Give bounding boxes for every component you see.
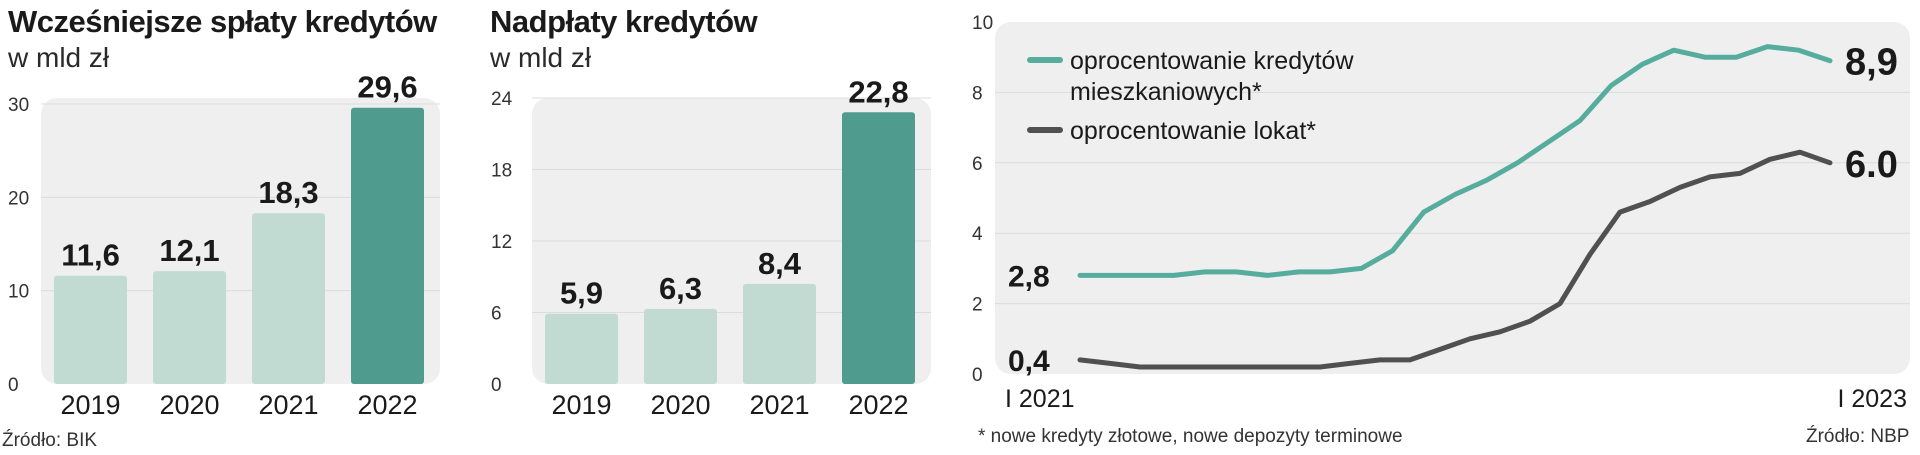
chart1-title: Wcześniejsze spłaty kredytów xyxy=(8,4,437,39)
bar xyxy=(743,283,816,384)
bar xyxy=(842,112,915,385)
bar-value-label: 6,3 xyxy=(659,271,702,306)
y-tick-label: 20 xyxy=(8,188,29,209)
bar xyxy=(545,313,618,384)
y-tick-label: 2 xyxy=(972,295,983,316)
bar xyxy=(351,107,424,384)
y-tick-label: 18 xyxy=(491,161,512,182)
series-start-label: 2,8 xyxy=(1008,260,1050,293)
plot-background xyxy=(41,98,440,384)
x-tick-label: 2021 xyxy=(749,390,809,420)
bar-value-label: 11,6 xyxy=(61,238,120,273)
x-tick-label: 2022 xyxy=(357,390,417,420)
y-tick-label: 12 xyxy=(491,232,512,253)
chart2-title: Nadpłaty kredytów xyxy=(490,4,758,39)
x-tick-label: I 2021 xyxy=(1005,385,1075,413)
legend-label: oprocentowanie kredytów xyxy=(1070,47,1354,75)
bar-chart-early-repayments: 0 10 20 30 11,6 2019 12,1 2020 18,3 2021 29,6 2022 xyxy=(8,70,440,420)
bar-value-label: 8,4 xyxy=(758,246,802,281)
chart3-source: Źródło: NBP xyxy=(1806,426,1910,447)
y-tick-label: 0 xyxy=(491,375,502,396)
chart1-source: Źródło: BIK xyxy=(2,430,98,451)
x-tick-label: 2019 xyxy=(60,390,120,420)
bar-value-label: 12,1 xyxy=(159,233,219,268)
bar xyxy=(153,271,226,384)
x-tick-label: I 2023 xyxy=(1837,385,1907,413)
x-tick-label: 2020 xyxy=(650,390,710,420)
legend-label: oprocentowanie lokat* xyxy=(1070,117,1316,145)
bar xyxy=(252,213,325,384)
bar-value-label: 5,9 xyxy=(560,276,603,311)
x-tick-label: 2020 xyxy=(159,390,219,420)
y-tick-label: 10 xyxy=(8,282,29,303)
chart2-subtitle: w mld zł xyxy=(490,42,592,73)
line-chart-interest-rates: 0 2 4 6 8 10 2,8 8,9 0,4 6.0 oprocentowanie kredyt… xyxy=(972,13,1910,413)
series-line xyxy=(1077,149,1833,370)
series-end-label: 8,9 xyxy=(1845,42,1898,84)
legend-label: mieszkaniowych* xyxy=(1070,78,1262,106)
y-tick-label: 24 xyxy=(491,89,513,110)
bar-value-label: 22,8 xyxy=(848,74,908,109)
bar-value-label: 18,3 xyxy=(258,175,318,210)
series-end-label: 6.0 xyxy=(1845,144,1898,186)
y-tick-label: 0 xyxy=(972,365,983,386)
y-tick-label: 0 xyxy=(8,375,19,396)
series-line xyxy=(1077,44,1833,278)
x-tick-label: 2021 xyxy=(258,390,318,420)
y-tick-label: 6 xyxy=(972,154,983,175)
x-tick-label: 2022 xyxy=(848,390,908,420)
chart3-footnote: * nowe kredyty złotowe, nowe depozyty te… xyxy=(978,426,1403,447)
y-tick-label: 6 xyxy=(491,304,502,325)
bar-value-label: 29,6 xyxy=(357,70,417,105)
bar-chart-overpayments: 0 6 12 18 24 5,9 2019 6,3 2020 8,4 2021 22,8 2022 xyxy=(491,74,931,420)
y-tick-label: 8 xyxy=(972,83,983,104)
y-tick-label: 4 xyxy=(972,224,983,245)
y-tick-label: 30 xyxy=(8,95,29,116)
bar xyxy=(644,308,717,384)
y-tick-label: 10 xyxy=(972,13,993,34)
bar xyxy=(54,275,127,384)
x-tick-label: 2019 xyxy=(551,390,611,420)
chart1-subtitle: w mld zł xyxy=(8,42,110,73)
series-start-label: 0,4 xyxy=(1008,345,1050,378)
